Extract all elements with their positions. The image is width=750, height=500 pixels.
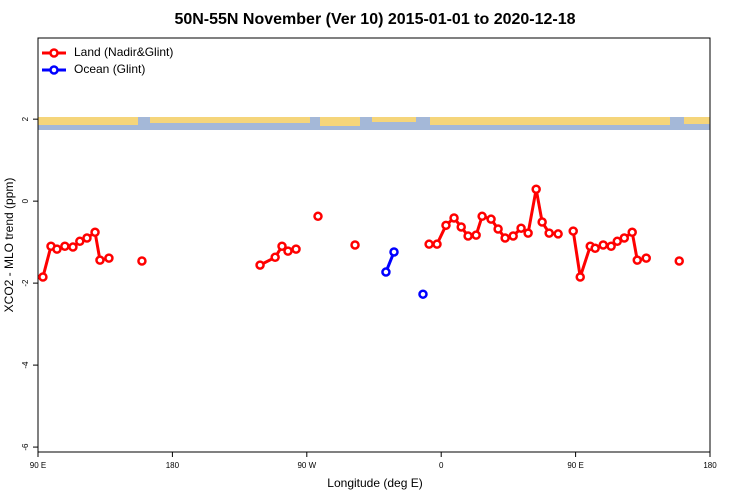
data-point [523, 228, 533, 238]
x-tick-label: 90 E [30, 461, 46, 470]
data-point [82, 233, 92, 243]
data-point [90, 227, 100, 238]
data-point [598, 240, 608, 250]
data-point [590, 243, 600, 254]
data-point [418, 289, 428, 299]
y-tick-label: -6 [21, 443, 30, 451]
data-point [456, 222, 466, 232]
x-tick-label: 0 [439, 461, 444, 470]
data-point [60, 241, 70, 251]
data-point [432, 239, 442, 249]
data-point [486, 214, 496, 224]
data-point [606, 241, 616, 251]
data-point [424, 239, 434, 249]
data-point [95, 255, 105, 265]
data-point [350, 240, 360, 250]
data-point [500, 233, 510, 243]
data-point [137, 256, 147, 266]
data-point [674, 256, 684, 266]
x-axis-label: Longitude (deg E) [327, 476, 422, 490]
data-point [449, 213, 459, 223]
data-point [441, 220, 451, 231]
data-point [627, 227, 637, 238]
data-point [291, 244, 301, 254]
data-point [471, 230, 481, 240]
data-point [270, 252, 280, 263]
data-point [255, 260, 265, 270]
x-tick-label: 180 [166, 461, 180, 470]
legend-marker [49, 48, 59, 58]
data-point [68, 242, 78, 252]
data-point [75, 236, 85, 247]
series-line [386, 252, 423, 294]
y-axis-label: XCO2 - MLO trend (ppm) [2, 178, 16, 313]
legend-marker [49, 65, 59, 75]
data-point [575, 272, 585, 282]
data-point [477, 211, 487, 222]
data-point [537, 217, 547, 227]
data-point [568, 226, 578, 236]
plot-frame [37, 37, 711, 453]
data-point [544, 228, 554, 238]
data-point [553, 229, 563, 239]
legend-label: Land (Nadir&Glint) [74, 45, 173, 59]
x-tick-label: 90 E [567, 461, 583, 470]
data-point [277, 241, 287, 251]
data-point [531, 184, 541, 195]
data-point [283, 246, 293, 256]
data-point [493, 224, 503, 234]
data-point [619, 233, 630, 243]
data-point [104, 253, 114, 263]
data-point [632, 255, 643, 265]
data-point [313, 211, 323, 222]
data-point [463, 231, 473, 241]
x-tick-label: 180 [703, 461, 717, 470]
y-tick-label: -4 [21, 361, 30, 369]
y-tick-label: 2 [21, 116, 30, 121]
data-point [641, 253, 651, 263]
legend-label: Ocean (Glint) [74, 62, 145, 76]
map-strip [38, 117, 710, 130]
data-point [516, 223, 526, 233]
y-tick-label: 0 [21, 198, 30, 203]
data-point [52, 244, 62, 254]
chart-title: 50N-55N November (Ver 10) 2015-01-01 to … [174, 11, 575, 28]
data-point [38, 272, 48, 282]
y-tick-label: -2 [21, 279, 30, 287]
data-point [381, 267, 391, 277]
data-point [389, 247, 399, 257]
data-point [612, 236, 623, 247]
x-tick-label: 90 W [297, 461, 316, 470]
data-point [508, 231, 518, 241]
